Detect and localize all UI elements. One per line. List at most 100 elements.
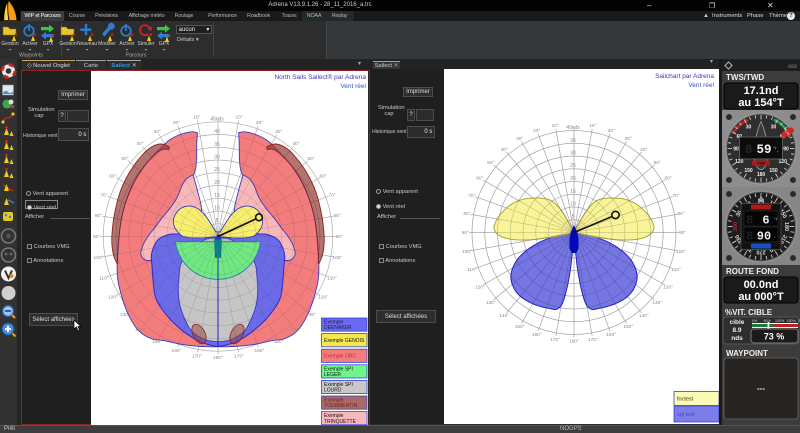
svg-text:59: 59 <box>756 143 771 157</box>
svg-text:20°: 20° <box>173 119 180 125</box>
svg-text:°T: °T <box>773 147 778 151</box>
svg-text:60°: 60° <box>319 173 326 179</box>
svg-text:360: 360 <box>733 222 739 231</box>
svg-text:270: 270 <box>756 249 765 255</box>
svg-text:17.1nd: 17.1nd <box>744 85 779 97</box>
svg-text:cible: cible <box>730 319 745 326</box>
svg-text:120°: 120° <box>474 284 484 290</box>
svg-text:Exemple ORC: Exemple ORC <box>324 353 356 359</box>
svg-text:60: 60 <box>737 134 743 140</box>
svg-text:au 154°T: au 154°T <box>738 97 784 109</box>
svg-text:foctest: foctest <box>677 396 694 402</box>
svg-text:30: 30 <box>746 125 752 131</box>
svg-text:40°: 40° <box>292 141 299 147</box>
svg-text:30: 30 <box>735 210 743 218</box>
svg-text:180°: 180° <box>213 355 223 361</box>
svg-text:WAYPOINT: WAYPOINT <box>726 349 768 358</box>
svg-text:20: 20 <box>214 180 220 186</box>
svg-text:°: ° <box>774 236 776 241</box>
svg-text:50°: 50° <box>121 156 128 162</box>
svg-text:TWS: TWS <box>757 162 766 166</box>
svg-text:120°: 120° <box>108 294 118 300</box>
svg-text:130°: 130° <box>485 299 495 305</box>
svg-text:15: 15 <box>570 188 576 194</box>
svg-text:90: 90 <box>757 230 771 244</box>
svg-text:90: 90 <box>733 146 739 152</box>
svg-text:150°: 150° <box>274 339 284 345</box>
svg-text:40nds: 40nds <box>566 125 580 131</box>
svg-text:110°: 110° <box>327 275 337 281</box>
svg-text:60°: 60° <box>664 175 671 181</box>
svg-text:Activer: Activer <box>119 41 135 47</box>
svg-text:140°: 140° <box>499 313 509 319</box>
svg-text:130°: 130° <box>652 299 662 305</box>
svg-text:60°: 60° <box>476 175 483 181</box>
svg-text:90°: 90° <box>336 234 343 240</box>
svg-text:spi test: spi test <box>677 412 695 418</box>
svg-text:30°: 30° <box>516 135 523 141</box>
svg-text:Exemple: Exemple <box>324 397 344 403</box>
svg-text:70°: 70° <box>672 192 679 198</box>
svg-text:00.0nd: 00.0nd <box>744 279 779 291</box>
svg-text:888: 888 <box>788 64 797 70</box>
svg-text:160°: 160° <box>531 332 541 338</box>
svg-text:40°: 40° <box>136 141 143 147</box>
svg-text:80°: 80° <box>95 212 102 218</box>
svg-text:%VIT. CIBLE: %VIT. CIBLE <box>725 308 773 317</box>
svg-text:Exemple: Exemple <box>324 413 344 419</box>
svg-text:170°: 170° <box>587 337 597 343</box>
svg-text:100°: 100° <box>333 255 343 261</box>
svg-text:70°: 70° <box>468 192 475 198</box>
svg-text:LOURD: LOURD <box>324 387 342 393</box>
svg-text:160°: 160° <box>255 348 265 354</box>
svg-text:180: 180 <box>783 222 789 231</box>
svg-text:30: 30 <box>214 154 220 160</box>
svg-text:•: • <box>777 150 779 154</box>
svg-text:90°: 90° <box>93 234 100 240</box>
svg-text:10°: 10° <box>589 123 596 129</box>
svg-text:40°: 40° <box>500 146 507 152</box>
svg-text:GPX: GPX <box>43 41 54 47</box>
svg-text:TOURMENTIN: TOURMENTIN <box>324 403 358 409</box>
svg-text:150: 150 <box>778 209 788 220</box>
svg-text:120: 120 <box>779 159 788 165</box>
svg-text:30°: 30° <box>624 135 631 141</box>
svg-text:150%: 150% <box>787 319 797 323</box>
svg-text:10°: 10° <box>235 114 242 120</box>
svg-text:5: 5 <box>571 214 574 220</box>
svg-text:20°: 20° <box>607 127 614 133</box>
svg-text:170°: 170° <box>550 337 560 343</box>
svg-text:North Sails Sailect® par Adren: North Sails Sailect® par Adrena <box>274 73 366 81</box>
svg-text:120°: 120° <box>663 284 673 290</box>
svg-text:Gestion: Gestion <box>59 41 76 47</box>
svg-text:DEENAKER: DEENAKER <box>324 325 352 331</box>
svg-text:170°: 170° <box>192 353 202 359</box>
svg-text:110°: 110° <box>99 275 109 281</box>
svg-text:10: 10 <box>214 205 220 211</box>
svg-text:10°: 10° <box>193 114 200 120</box>
svg-text:Nouveau: Nouveau <box>77 41 97 47</box>
svg-text:30°: 30° <box>275 128 282 134</box>
svg-text:90°: 90° <box>461 230 468 236</box>
svg-text:20: 20 <box>570 176 576 182</box>
svg-text:8: 8 <box>745 143 753 157</box>
svg-text:8: 8 <box>746 230 753 244</box>
svg-text:60°: 60° <box>109 173 116 179</box>
svg-text:Parcours: Parcours <box>126 53 147 59</box>
svg-text:150°: 150° <box>514 324 524 330</box>
svg-text:80°: 80° <box>334 212 341 218</box>
svg-text:140°: 140° <box>135 327 145 333</box>
svg-text:100°: 100° <box>462 248 472 254</box>
svg-text:Exemple SPI: Exemple SPI <box>324 366 353 372</box>
svg-text:°T: °T <box>774 217 779 222</box>
svg-text:100°: 100° <box>94 255 104 261</box>
svg-text:30: 30 <box>771 125 777 131</box>
svg-text:Activer: Activer <box>22 41 38 47</box>
svg-text:80°: 80° <box>677 211 684 217</box>
svg-text:LEGER: LEGER <box>324 372 341 378</box>
svg-text:Sailchart par Adrena: Sailchart par Adrena <box>655 73 714 80</box>
svg-text:AUTO: AUTO <box>783 128 791 138</box>
svg-text:Waypoints: Waypoints <box>19 53 43 59</box>
svg-text:50°: 50° <box>487 160 494 166</box>
svg-text:8.9: 8.9 <box>732 327 741 334</box>
